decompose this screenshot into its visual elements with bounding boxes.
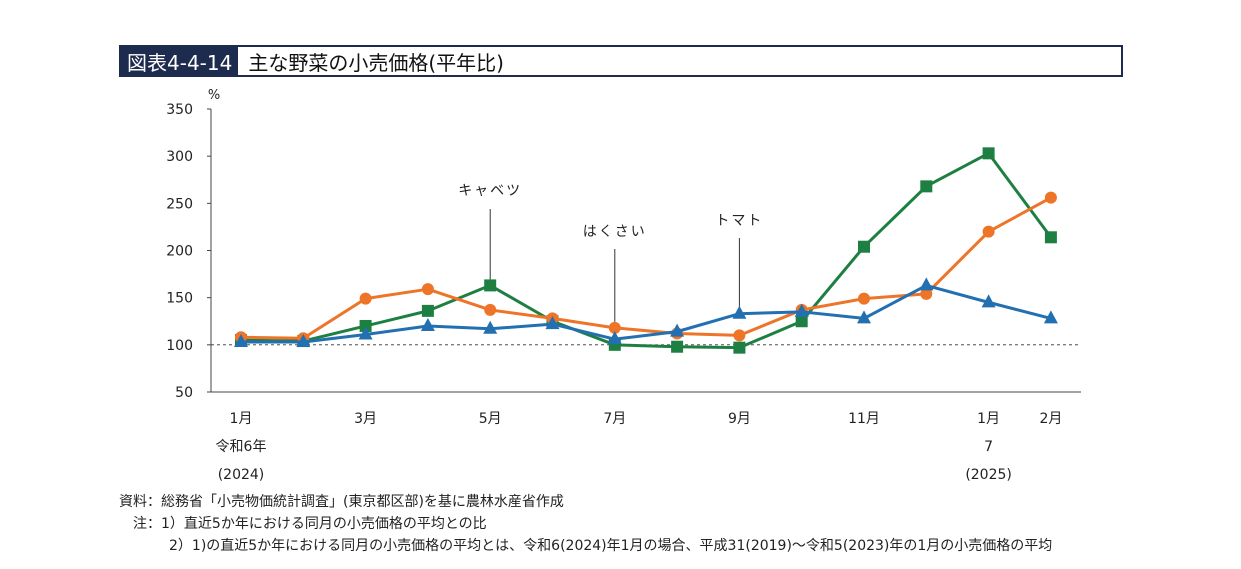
data-point [858, 240, 870, 253]
figure-title-box: 図表4-4-14 主な野菜の小売価格(平年比) [119, 45, 1123, 77]
x-tick-label: 1月 [977, 411, 1000, 427]
y-tick-label: 100 [166, 338, 193, 354]
annotation-label: キャベツ [458, 183, 522, 199]
series-line [240, 196, 1052, 340]
x-tick-label: 1月 [230, 411, 253, 427]
data-point [421, 304, 434, 317]
x-tick-label: 7月 [603, 411, 626, 427]
series-line [241, 283, 1052, 344]
x-tick-label: 9月 [728, 411, 751, 427]
data-point [234, 334, 248, 348]
note-2: 2）1)の直近5か年における同月の小売価格の平均とは、令和6(2024)年1月の… [169, 538, 1053, 554]
data-point [1043, 310, 1058, 324]
data-point [359, 292, 372, 305]
x-tick-label: (2025) [965, 467, 1012, 483]
figure-title: 主な野菜の小売価格(平年比) [248, 50, 504, 75]
data-point [982, 225, 995, 238]
x-tick-label: 2月 [1039, 411, 1062, 427]
source-note: 資料：総務省「小売物価統計調査」(東京都区部)を基に農林水産省作成 [119, 494, 564, 510]
data-point [858, 292, 870, 305]
data-point [733, 341, 746, 354]
note-1: 注：1）直近5か年における同月の小売価格の平均との比 [133, 516, 487, 532]
data-point [920, 180, 933, 193]
figure-code: 図表4-4-14 [121, 47, 239, 75]
data-point [981, 294, 996, 308]
x-tick-label: 7 [984, 439, 993, 455]
data-point [982, 147, 995, 160]
data-point [483, 320, 498, 334]
data-point [795, 315, 808, 328]
data-point [358, 326, 373, 340]
series-line [240, 151, 1053, 350]
data-point [608, 321, 621, 334]
x-tick-label: (2024) [218, 467, 265, 483]
annotation-label: トマト [715, 213, 763, 229]
data-point [484, 303, 497, 316]
x-tick-label: 5月 [479, 411, 502, 427]
notes-block: 資料：総務省「小売物価統計調査」(東京都区部)を基に農林水産省作成 注：1）直近… [119, 491, 1052, 557]
data-point [484, 279, 497, 292]
y-tick-label: 250 [166, 196, 193, 212]
data-point [1044, 231, 1057, 244]
y-tick-label: 300 [166, 149, 193, 165]
x-tick-label: 3月 [354, 411, 377, 427]
data-point [671, 340, 684, 353]
data-point [420, 317, 435, 331]
data-point [919, 277, 934, 291]
data-point [545, 316, 560, 330]
data-point [421, 283, 434, 296]
data-point [733, 329, 746, 342]
y-tick-label: 50 [175, 385, 193, 401]
data-point [857, 310, 871, 324]
x-tick-label: 令和6年 [216, 439, 267, 455]
data-point [607, 331, 622, 345]
y-tick-label: 200 [166, 244, 193, 260]
y-tick-label: 350 [166, 102, 193, 118]
x-tick-label: 11月 [848, 411, 880, 427]
data-point [794, 303, 809, 317]
data-point [670, 323, 685, 337]
data-point [296, 334, 311, 348]
annotation-label: はくさい [583, 224, 647, 240]
y-tick-label: 150 [166, 291, 193, 307]
data-point [732, 305, 747, 319]
y-axis-unit: % [208, 88, 220, 103]
data-point [359, 319, 372, 332]
data-point [920, 287, 933, 300]
data-point [1044, 191, 1057, 204]
